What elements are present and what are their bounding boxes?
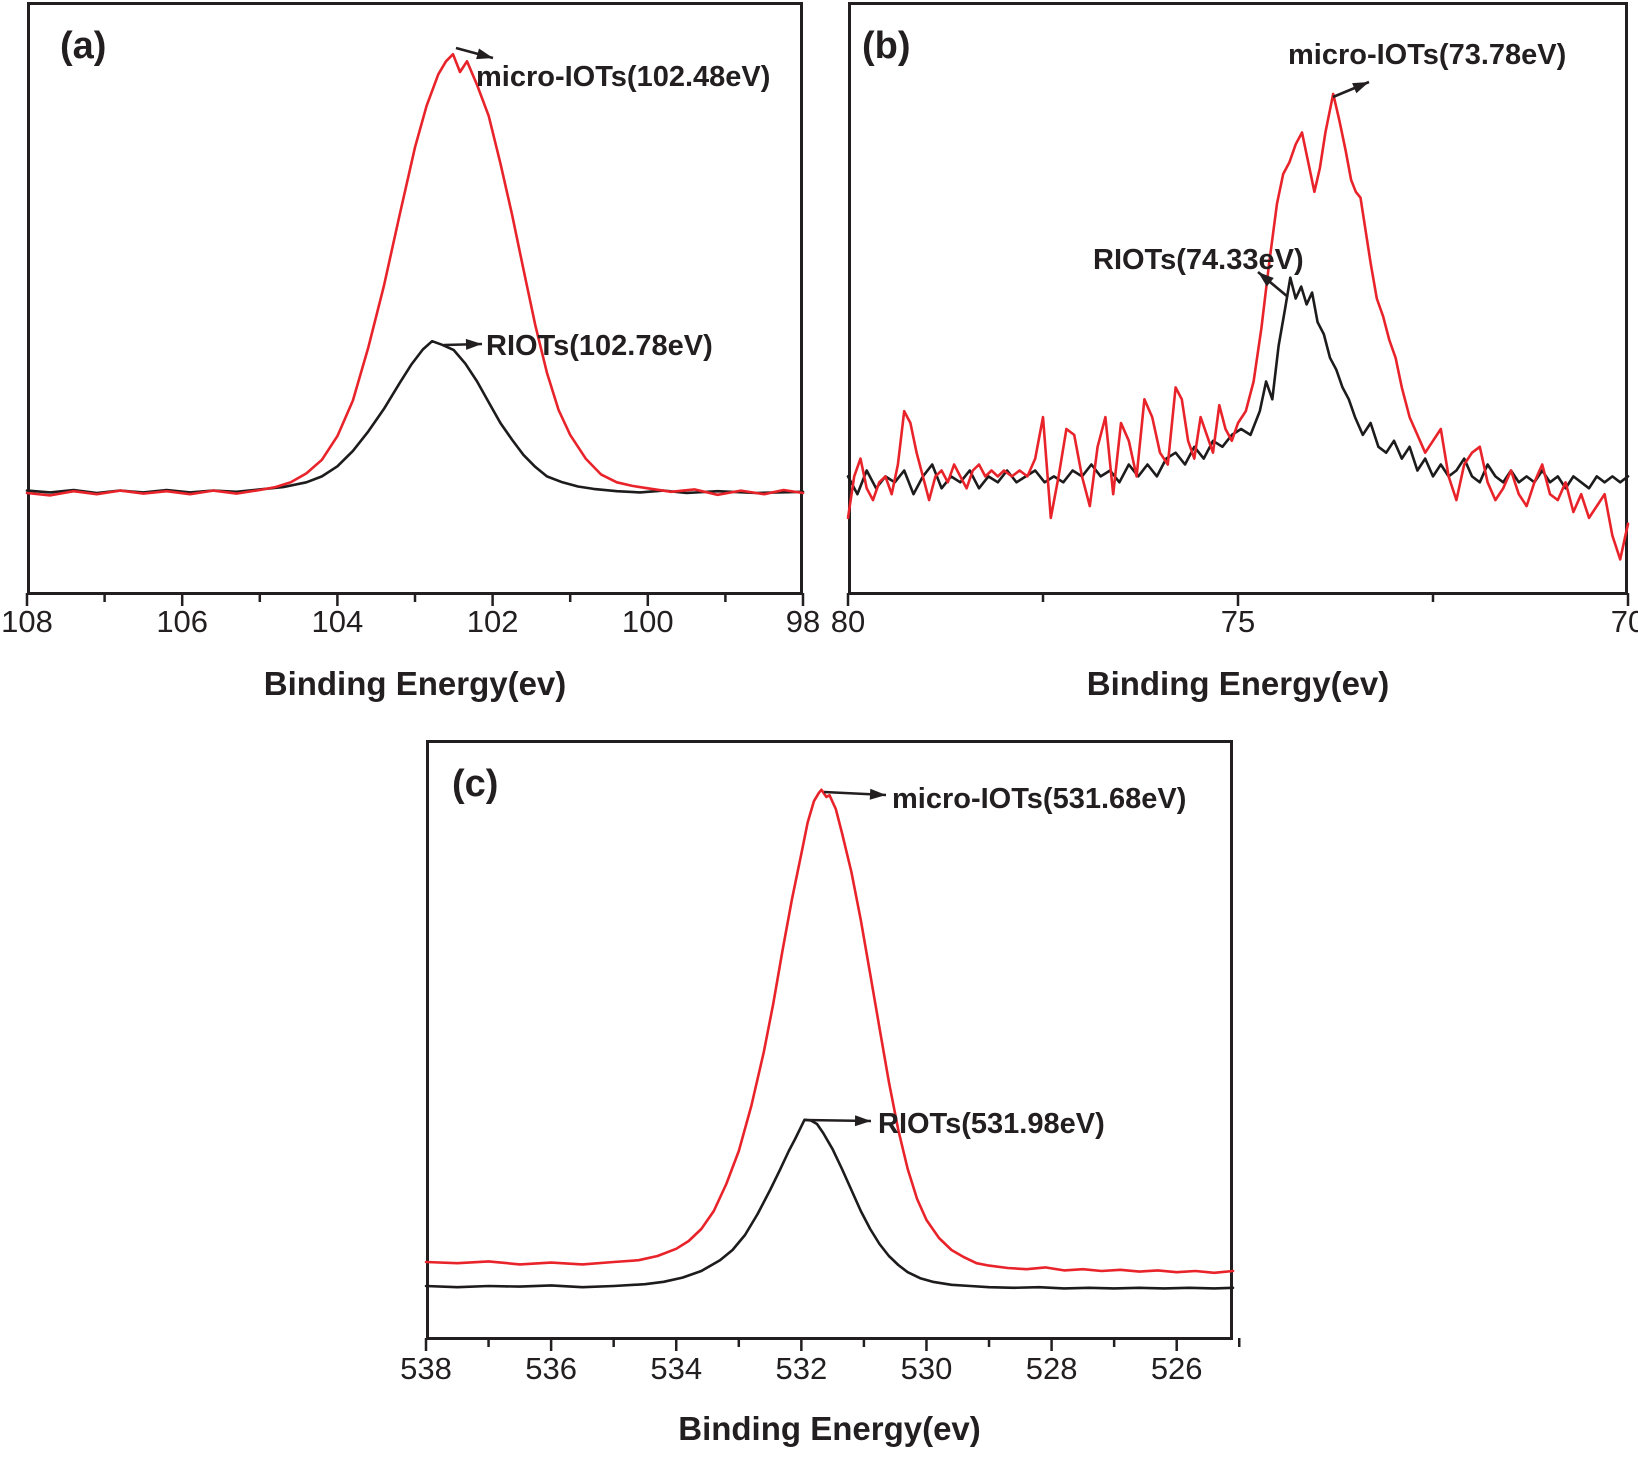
- peak-annotation-label: RIOTs(531.98eV): [878, 1108, 1105, 1140]
- panel-b: (b) Binding Energy(ev) micro-IOTs(73.78e…: [831, 2, 1638, 705]
- x-tick-label: 534: [650, 1351, 703, 1386]
- x-tick-label: 532: [775, 1351, 828, 1386]
- x-tick-label: 80: [830, 604, 866, 639]
- x-axis-title-a: Binding Energy(ev): [263, 665, 567, 702]
- x-axis-title-c: Binding Energy(ev): [678, 1410, 981, 1447]
- panel-a: (a) Binding Energy(ev) micro-IOTs(102.48…: [1, 2, 820, 705]
- panel-label-c: (c): [452, 763, 499, 805]
- x-tick-label: 75: [1220, 604, 1256, 639]
- x-tick-label: 100: [621, 604, 674, 639]
- x-tick-label: 108: [1, 604, 53, 639]
- panel-label-a: (a): [60, 25, 107, 67]
- x-tick-label: 98: [785, 604, 821, 639]
- peak-annotation-label: RIOTs(102.78eV): [486, 330, 713, 362]
- x-tick-label: 530: [900, 1351, 953, 1386]
- panel-label-b: (b): [862, 25, 911, 67]
- spectrum-plot-a: [25, 2, 805, 606]
- x-tick-label: 70: [1610, 604, 1638, 639]
- x-axis-title-b: Binding Energy(ev): [1086, 665, 1390, 702]
- peak-annotation-label: RIOTs(74.33eV): [1093, 244, 1304, 276]
- peak-annotation-label: micro-IOTs(73.78eV): [1288, 39, 1567, 71]
- panel-c: (c) Binding Energy(ev) micro-IOTs(531.68…: [400, 740, 1241, 1461]
- x-tick-label: 104: [311, 604, 364, 639]
- x-tick-label: 536: [525, 1351, 577, 1386]
- peak-annotation-label: micro-IOTs(102.48eV): [476, 61, 771, 93]
- spectrum-plot-b: [846, 2, 1630, 606]
- x-tick-label: 526: [1150, 1351, 1203, 1386]
- x-tick-label: 528: [1025, 1351, 1078, 1386]
- x-tick-label: 106: [156, 604, 209, 639]
- spectrum-plot-c: [424, 740, 1241, 1351]
- x-tick-label: 538: [400, 1351, 452, 1386]
- peak-annotation-label: micro-IOTs(531.68eV): [892, 783, 1187, 815]
- x-tick-label: 102: [466, 604, 519, 639]
